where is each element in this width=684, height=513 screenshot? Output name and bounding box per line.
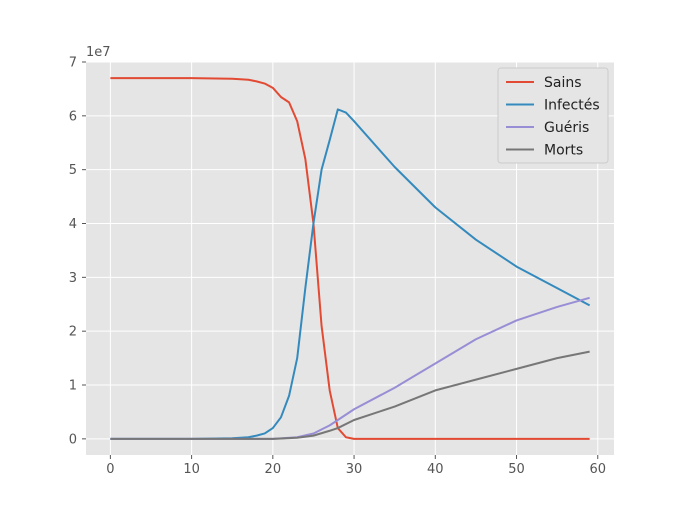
x-tick-label: 20 [265, 462, 282, 477]
y-tick-label: 7 [69, 56, 77, 71]
x-tick-label: 0 [106, 462, 114, 477]
legend-label: Sains [544, 75, 582, 91]
x-tick-label: 50 [508, 462, 525, 477]
series-line-infectes [110, 108, 591, 440]
legend-label: Morts [544, 143, 583, 159]
y-tick-label: 3 [69, 271, 77, 286]
y-tick-label: 6 [69, 109, 77, 124]
x-tick-label: 30 [346, 462, 363, 477]
series-line-morts [110, 350, 590, 440]
y-tick-label: 4 [69, 217, 77, 232]
legend-box [497, 67, 609, 164]
y-tick-label: 0 [69, 432, 77, 447]
series-line-sains [110, 77, 590, 440]
x-tick-label: 10 [183, 462, 200, 477]
axis-ticks: 0 10 20 30 40 50 60 0 1 2 3 4 5 6 7 [69, 56, 606, 478]
y-tick-label: 1 [69, 379, 77, 394]
legend: Sains Infectés Guéris Morts [497, 67, 609, 164]
x-tick-label: 40 [427, 462, 444, 477]
legend-label: Guéris [544, 120, 589, 136]
y-tick-label: 2 [69, 325, 77, 340]
legend-label: Infectés [544, 98, 600, 114]
series-lines [110, 77, 591, 440]
y-tick-label: 5 [69, 163, 77, 178]
x-tick-label: 60 [589, 462, 606, 477]
y-offset-label: 1e7 [86, 45, 111, 60]
